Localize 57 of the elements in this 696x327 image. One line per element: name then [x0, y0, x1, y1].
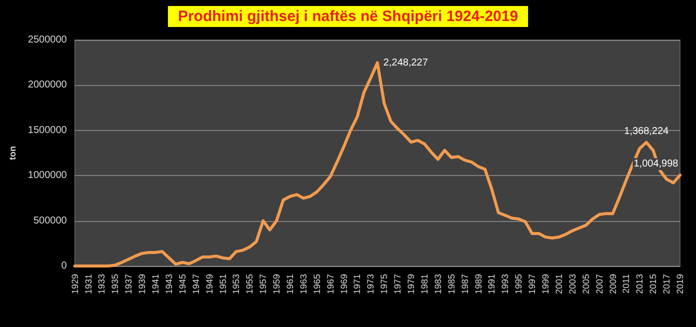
y-tick-label: 1000000	[28, 170, 68, 182]
x-tick-label: 1991	[486, 274, 497, 294]
chart-title: Prodhimi gjithsej i naftës në Shqipëri 1924-2019	[178, 8, 518, 25]
x-tick-label: 1957	[258, 274, 268, 294]
x-tick-label: 1949	[204, 274, 214, 294]
x-tick-label: 1995	[514, 274, 524, 294]
x-tick-label: 2001	[554, 274, 564, 294]
x-tick-label: 2019	[675, 274, 685, 294]
x-tick-label: 1935	[110, 274, 120, 294]
x-tick-label: 2011	[621, 274, 632, 294]
x-tick-label: 1977	[392, 274, 403, 294]
x-tick-label: 1983	[432, 274, 443, 294]
x-tick-label: 2015	[648, 274, 658, 294]
x-tick-label: 1937	[124, 274, 134, 294]
x-tick-label: 1945	[177, 274, 188, 294]
x-tick-label: 1967	[325, 274, 336, 294]
x-tick-label: 1975	[379, 274, 390, 294]
x-tick-label: 1951	[218, 274, 228, 294]
data-label: 1,368,224	[624, 126, 670, 137]
y-tick-label: 2500000	[28, 34, 68, 46]
x-tick-label: 2013	[634, 274, 645, 294]
y-tick-label: 2000000	[28, 80, 68, 91]
x-tick-label: 1947	[190, 274, 201, 294]
x-tick-label: 1939	[137, 274, 148, 294]
data-label: 2,248,227	[383, 57, 428, 68]
x-tick-label: 1959	[272, 274, 282, 294]
x-tick-label: 1999	[540, 274, 551, 294]
x-tick-label: 1987	[460, 274, 470, 294]
x-tick-label: 1953	[231, 274, 242, 294]
x-tick-label: 2009	[608, 274, 618, 294]
y-tick-label: 500000	[33, 215, 68, 226]
x-tick-label: 2005	[580, 274, 591, 294]
y-tick-label: 0	[61, 260, 68, 272]
x-tick-label: 1931	[83, 274, 94, 294]
x-tick-label: 1941	[150, 274, 161, 294]
x-tick-label: 1979	[406, 274, 416, 294]
x-tick-label: 2017	[662, 274, 672, 294]
data-label: 1,004,998	[634, 158, 679, 170]
x-tick-label: 1981	[419, 274, 430, 294]
x-tick-label: 1971	[352, 274, 362, 294]
x-tick-label: 1943	[164, 274, 174, 294]
x-tick-label: 1993	[500, 274, 510, 294]
x-tick-label: 2007	[594, 274, 604, 294]
x-tick-label: 1989	[473, 274, 484, 294]
x-tick-label: 1969	[338, 274, 349, 294]
x-tick-label: 1985	[446, 274, 456, 294]
x-tick-label: 1997	[527, 274, 538, 294]
y-axis-title: ton	[8, 146, 18, 160]
x-tick-label: 1933	[96, 274, 107, 294]
y-tick-label: 1500000	[28, 124, 68, 136]
x-tick-label: 1973	[366, 274, 376, 294]
x-tick-label: 1965	[312, 274, 322, 294]
x-tick-label: 1961	[285, 274, 295, 294]
x-tick-label: 1929	[70, 274, 80, 294]
x-tick-label: 1963	[298, 274, 308, 294]
x-tick-label: 1955	[244, 274, 255, 294]
x-tick-label: 2003	[567, 274, 578, 294]
